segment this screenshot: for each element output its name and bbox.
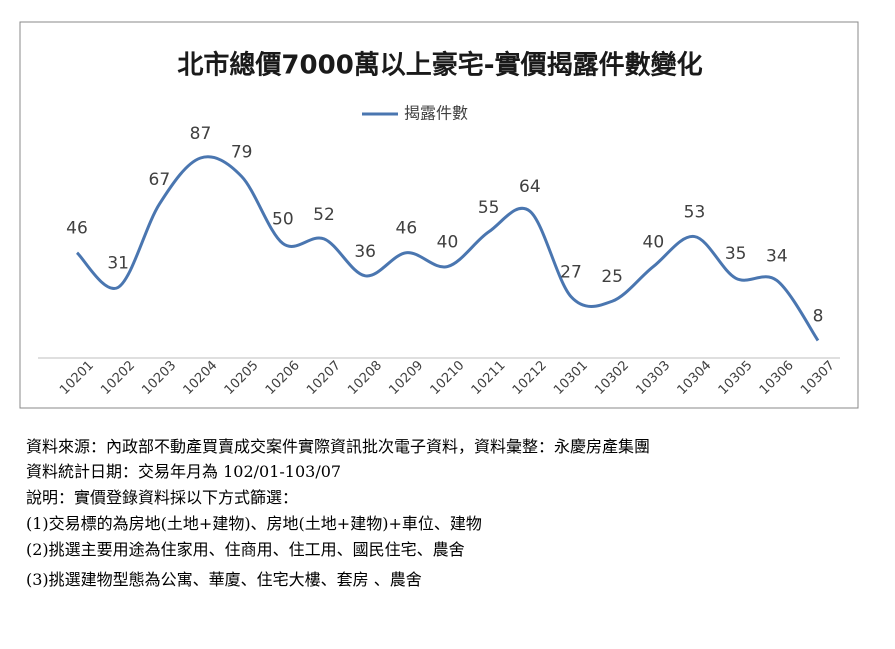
data-label: 40	[643, 233, 665, 253]
note: 資料來源：內政部不動產買賣成交案件實際資訊批次電子資料，資料彙整：永慶房產集團	[26, 437, 651, 456]
data-label: 34	[766, 246, 788, 266]
data-label: 36	[354, 242, 376, 262]
data-line	[75, 155, 820, 342]
note: (1)交易標的為房地(土地+建物)、房地(土地+建物)+車位、建物	[26, 514, 482, 533]
chart: 北市總價7000萬以上豪宅-實價揭露件數變化 揭露件數 10201 10202 10…	[19, 21, 859, 409]
data-label: 52	[313, 205, 335, 225]
chart-title: 北市總價7000萬以上豪宅-實價揭露件數變化	[177, 50, 702, 81]
data-label: 46	[66, 219, 88, 239]
note: 說明：實價登錄資料採以下方式篩選：	[26, 488, 299, 507]
data-label: 50	[272, 209, 294, 229]
note: 資料統計日期：交易年月為 102/01-103/07	[26, 462, 342, 481]
data-label: 79	[231, 142, 253, 162]
data-label: 35	[725, 244, 747, 264]
data-label: 46	[396, 219, 418, 239]
data-label: 40	[437, 233, 459, 253]
legend-label: 揭露件數	[404, 104, 468, 123]
chart-frame	[19, 21, 859, 409]
data-label: 87	[190, 124, 212, 144]
data-label: 8	[813, 307, 824, 327]
note: (3)挑選建物型態為公寓、華廈、住宅大樓、套房 、農舍	[26, 570, 422, 589]
data-label: 64	[519, 177, 541, 197]
data-label: 55	[478, 198, 500, 218]
note: (2)挑選主要用途為住家用、住商用、住工用、國民住宅、農舍	[26, 540, 465, 559]
data-label: 53	[684, 203, 706, 223]
data-label: 27	[560, 263, 582, 283]
data-label: 67	[149, 170, 171, 190]
data-label: 25	[601, 267, 623, 287]
data-label: 31	[107, 253, 129, 273]
